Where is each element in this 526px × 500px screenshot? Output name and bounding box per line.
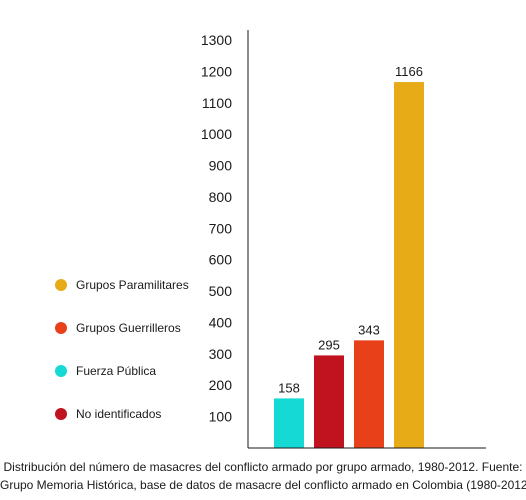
- chart-caption: Distribución del número de masacres del …: [0, 458, 526, 494]
- y-axis-ticks: 100 200 300 400 500 600 700 800 900 1000 1100 1200 1…: [201, 32, 232, 425]
- y-tick-label: 1200: [201, 63, 232, 79]
- caption-line-1: Distribución del número de masacres del …: [3, 460, 523, 474]
- y-tick-label: 300: [209, 346, 233, 362]
- legend: Grupos Paramilitares Grupos Guerrilleros…: [55, 276, 255, 426]
- y-tick-label: 100: [209, 409, 233, 425]
- y-tick-label: 1100: [202, 95, 232, 111]
- legend-item-fuerza-publica: Fuerza Pública: [55, 362, 156, 380]
- legend-dot: [55, 365, 67, 377]
- legend-label: Grupos Paramilitares: [76, 278, 189, 292]
- caption-line-2: Grupo Memoria Histórica, base de datos d…: [0, 478, 526, 492]
- bar: [314, 355, 344, 448]
- data-labels: 158 295 343 1166: [278, 64, 423, 395]
- bar: [394, 82, 424, 448]
- bars: [274, 82, 424, 448]
- y-tick-label: 600: [209, 252, 233, 268]
- legend-label: Fuerza Pública: [76, 364, 157, 378]
- y-tick-label: 800: [209, 189, 233, 205]
- bar-value-label: 158: [278, 380, 300, 395]
- legend-dot: [55, 322, 67, 334]
- bar-value-label: 295: [318, 337, 340, 352]
- y-tick-label: 200: [209, 377, 233, 393]
- y-tick-label: 1000: [201, 126, 232, 142]
- legend-item-no-identificados: No identificados: [55, 405, 161, 423]
- bar: [354, 340, 384, 448]
- y-tick-label: 400: [209, 314, 233, 330]
- bar-value-label: 343: [358, 322, 380, 337]
- legend-label: Grupos Guerrilleros: [76, 321, 181, 335]
- legend-dot: [55, 279, 67, 291]
- y-tick-label: 500: [209, 283, 233, 299]
- legend-item-paramilitares: Grupos Paramilitares: [55, 276, 189, 294]
- legend-label: No identificados: [76, 407, 162, 421]
- legend-item-guerrilleros: Grupos Guerrilleros: [55, 319, 181, 337]
- y-tick-label: 1300: [201, 32, 232, 48]
- bar: [274, 398, 304, 448]
- legend-dot: [55, 408, 67, 420]
- y-tick-label: 700: [209, 220, 233, 236]
- y-tick-label: 900: [209, 158, 233, 174]
- bar-value-label: 1166: [395, 64, 423, 79]
